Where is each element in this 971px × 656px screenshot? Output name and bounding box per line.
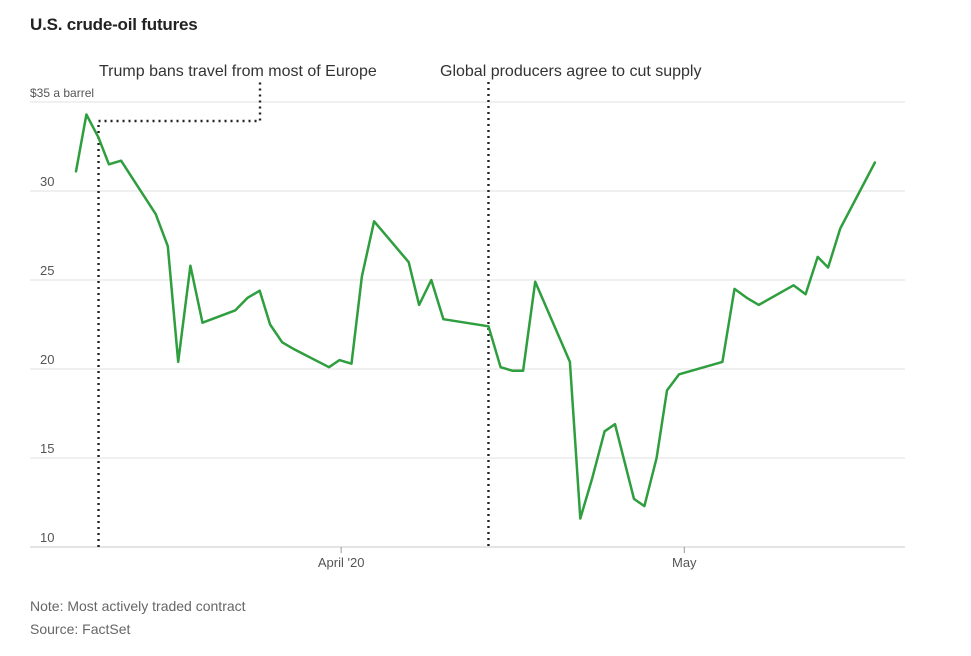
chart-title: U.S. crude-oil futures bbox=[30, 15, 198, 34]
axis-ticks: $35 a barrel 30 25 20 15 10 April '20 May bbox=[30, 86, 697, 570]
x-tick-label-0: April '20 bbox=[318, 555, 365, 570]
series-lines bbox=[74, 113, 877, 520]
series-line-0 bbox=[74, 113, 877, 520]
annotation-label-travel-ban: Trump bans travel from most of Europe bbox=[99, 63, 377, 80]
annotation-leader-travel-ban bbox=[97, 82, 262, 547]
annotations: Trump bans travel from most of Europe Glo… bbox=[97, 63, 701, 547]
chart-note: Note: Most actively traded contract bbox=[30, 598, 246, 614]
x-tick-label-1: May bbox=[672, 555, 697, 570]
y-tick-label-20: 20 bbox=[40, 352, 54, 367]
y-tick-label-35: $35 a barrel bbox=[30, 86, 94, 100]
y-tick-label-10: 10 bbox=[40, 530, 54, 545]
chart-plot: $35 a barrel 30 25 20 15 10 April '20 May Trump… bbox=[30, 63, 905, 570]
y-tick-label-30: 30 bbox=[40, 174, 54, 189]
chart-source: Source: FactSet bbox=[30, 621, 131, 637]
grid-lines bbox=[30, 101, 905, 548]
annotation-label-supply-cut: Global producers agree to cut supply bbox=[440, 63, 701, 80]
y-tick-label-15: 15 bbox=[40, 441, 54, 456]
y-tick-label-25: 25 bbox=[40, 263, 54, 278]
